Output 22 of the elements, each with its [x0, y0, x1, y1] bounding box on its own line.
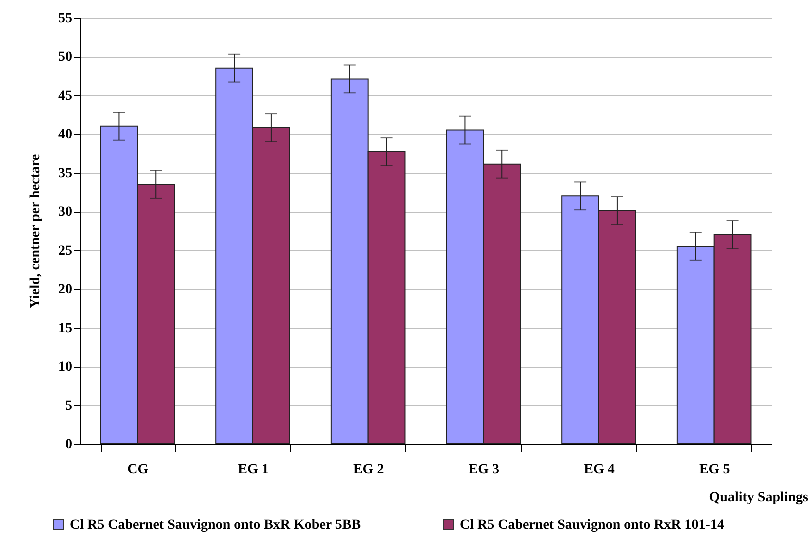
y-tick-label: 20	[58, 282, 72, 298]
legend-label: Cl R5 Cabernet Sauvignon onto BxR Kober 5BB	[70, 518, 362, 533]
y-tick-label: 55	[58, 12, 72, 26]
x-axis-title: Quality Saplings	[709, 490, 810, 506]
y-tick-label: 5	[66, 398, 72, 414]
y-tick-label: 10	[58, 360, 72, 376]
x-tick-label: EG 4	[584, 462, 615, 478]
y-tick-label: 0	[66, 438, 72, 452]
x-tick-label: EG 1	[238, 462, 269, 478]
x-tick-label: EG 5	[699, 462, 730, 478]
y-tick-label: 45	[58, 88, 72, 104]
legend-label: Cl R5 Cabernet Sauvignon onto RxR 101-14	[460, 518, 724, 533]
y-axis-title: Yield, centner per hectare	[28, 154, 44, 309]
y-tick-label: 50	[58, 50, 72, 66]
y-tick-label: 35	[58, 166, 72, 182]
y-tick-label: 25	[58, 244, 72, 259]
y-tick-label: 15	[58, 321, 72, 336]
x-tick-label: CG	[128, 462, 149, 478]
y-tick-label: 40	[58, 128, 72, 143]
y-tick-label: 30	[58, 205, 72, 220]
x-tick-label: EG 2	[353, 462, 384, 478]
x-tick-label: EG 3	[468, 462, 500, 478]
